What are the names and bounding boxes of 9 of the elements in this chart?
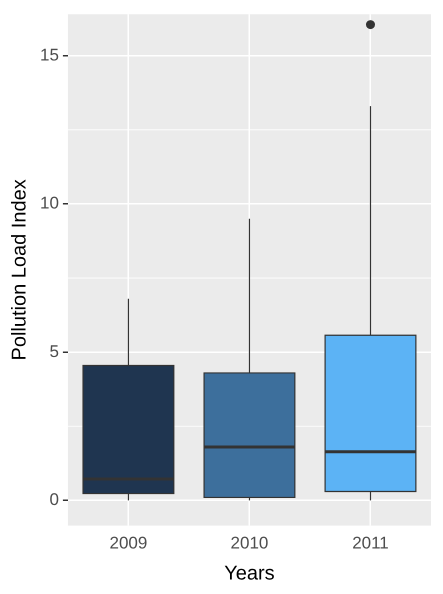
x-tick-label: 2009	[110, 533, 148, 552]
x-tick-label: 2011	[352, 533, 389, 552]
y-tick-label: 10	[40, 194, 59, 213]
y-axis-title: Pollution Load Index	[8, 179, 31, 361]
x-tick-label: 2010	[230, 533, 268, 552]
x-axis-title: Years	[224, 562, 275, 585]
y-tick-label: 5	[49, 342, 59, 361]
y-tick-label: 15	[40, 45, 59, 64]
y-tick-label: 0	[49, 490, 59, 510]
